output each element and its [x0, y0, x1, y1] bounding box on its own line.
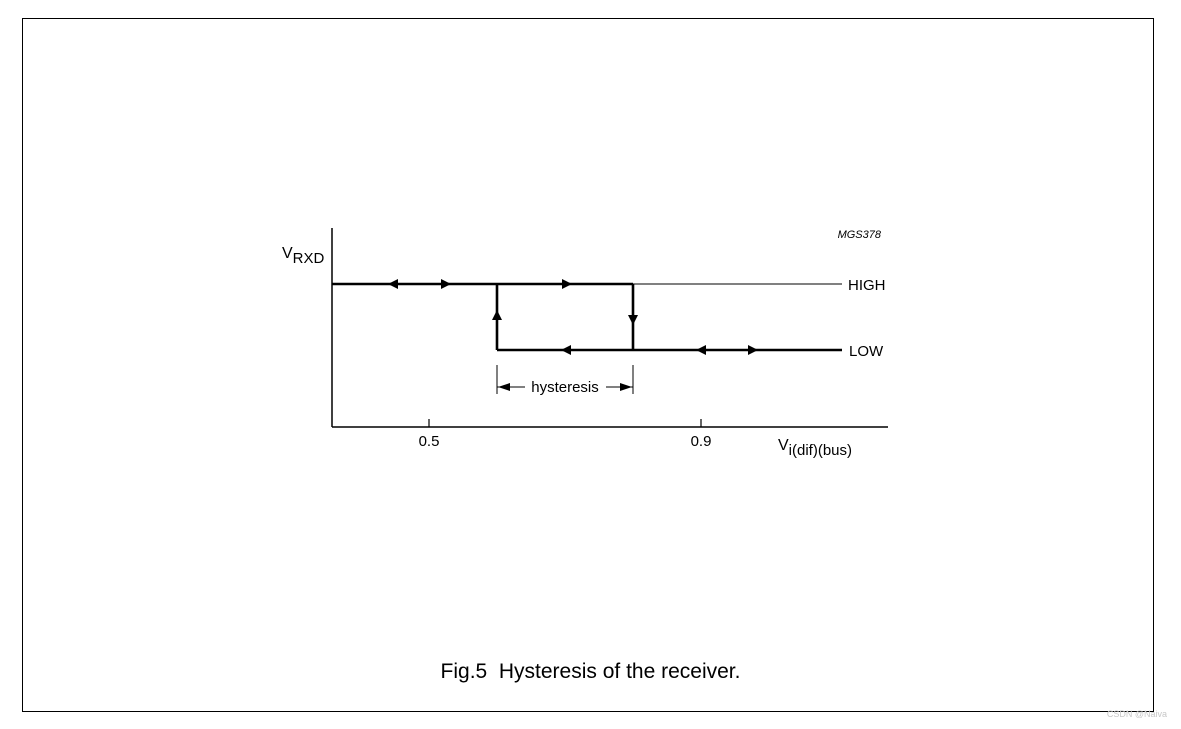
high-level-label: HIGH	[848, 277, 886, 294]
arrow-left-icon	[388, 279, 398, 289]
arrow-down-icon	[628, 315, 638, 325]
watermark: CSDN @Naiva	[1106, 709, 1167, 719]
y-axis-label-sub: RXD	[293, 250, 325, 267]
arrow-right-icon	[748, 345, 758, 355]
dimension-arrow-left-icon	[498, 383, 510, 391]
x-tick-label-0-9: 0.9	[691, 433, 712, 450]
low-level-label: LOW	[849, 343, 884, 360]
x-axis-label: Vi(dif)(bus)	[778, 437, 852, 459]
x-tick-label-0-5: 0.5	[419, 433, 440, 450]
figure-caption-label: Fig.5	[440, 660, 488, 683]
y-axis-label: VRXD	[282, 245, 325, 267]
x-axis-label-sub: i(dif)(bus)	[789, 442, 852, 459]
figure-caption: Fig.5 Hysteresis of the receiver.	[0, 660, 1181, 684]
y-axis-label-main: V	[282, 245, 293, 262]
arrow-left-icon	[561, 345, 571, 355]
figure-code: MGS378	[838, 229, 882, 241]
arrow-up-icon	[492, 310, 502, 320]
arrow-right-icon	[562, 279, 572, 289]
hysteresis-label: hysteresis	[531, 379, 599, 396]
arrow-left-icon	[696, 345, 706, 355]
dimension-arrow-right-icon	[620, 383, 632, 391]
arrow-right-icon	[441, 279, 451, 289]
x-axis-label-main: V	[778, 437, 789, 454]
figure-frame	[22, 18, 1154, 712]
figure-caption-text: Hysteresis of the receiver.	[498, 660, 741, 683]
